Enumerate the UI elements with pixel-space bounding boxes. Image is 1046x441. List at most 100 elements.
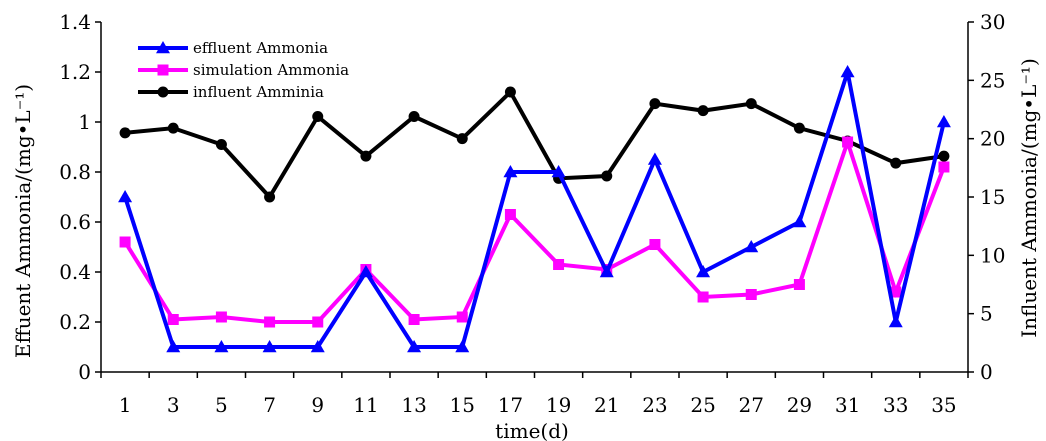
data-point [456,311,468,323]
data-point [938,150,950,162]
legend-label: influent Amminia [193,83,324,101]
x-tick-label: 21 [594,393,619,417]
data-point [647,152,662,165]
data-point [167,314,179,325]
data-point [456,133,468,145]
x-tick-label: 25 [690,393,715,417]
x-tick-label: 17 [498,393,523,417]
data-point [408,314,420,325]
data-point [262,340,277,353]
data-point [503,165,518,178]
legend-item: influent Amminia [138,83,324,101]
data-point [358,265,373,278]
legend: effluent Ammonia simulation Ammonia influe… [138,39,349,101]
data-point [792,215,807,228]
y-tick-label: 0.8 [59,160,91,184]
data-point [649,98,661,110]
data-point [504,86,516,98]
data-point [551,165,566,178]
data-point [793,279,805,290]
data-point [745,289,757,300]
data-point [553,259,565,270]
data-point [166,340,181,353]
x-tick-label: 15 [450,393,475,417]
data-point [649,239,661,250]
data-point [310,340,325,353]
data-point [938,161,950,173]
legend-swatch-marker [157,86,169,98]
legend-label: simulation Ammonia [193,61,349,79]
data-point [215,311,227,323]
x-axis-title: time(d) [495,419,569,441]
y-tick-label: 0.6 [59,210,91,234]
data-point [890,157,902,169]
series-effluent-ammonia [118,65,951,353]
x-tick-label: 9 [311,393,324,417]
x-tick-label: 7 [263,393,276,417]
y2-axis-title: Influent Ammonia/(mg•L⁻¹) [1017,58,1041,338]
data-point [599,265,614,278]
data-point [936,115,951,128]
x-tick-label: 11 [353,393,378,417]
data-point [167,122,179,134]
y-tick-label: 1 [78,110,91,134]
series-simulation-ammonia [119,135,950,328]
data-point [793,122,805,134]
series-layer [118,65,951,353]
data-point [697,105,709,117]
x-tick-label: 5 [215,393,228,417]
x-tick-label: 1 [119,393,132,417]
data-point [455,340,470,353]
y-tick-label: 1.2 [59,60,91,84]
series-line [124,88,945,201]
series-line [123,135,946,324]
y-axis-title: Effuent Ammonia/(mg•L⁻¹) [11,84,35,358]
data-point [601,170,613,182]
y2-tick-label: 10 [980,243,1005,267]
data-point [215,139,227,150]
data-point [119,236,131,248]
data-point [214,340,229,353]
data-point [408,111,420,122]
data-point [842,136,854,148]
data-point [119,127,131,139]
series-line [123,71,946,349]
x-tick-label: 31 [835,393,860,417]
y-tick-label: 1.4 [59,10,91,34]
axes [95,21,974,378]
data-point [840,65,855,78]
y2-tick-label: 30 [980,10,1005,34]
data-point [745,98,757,110]
y-tick-label: 0 [78,360,91,384]
data-point [696,265,711,278]
y2-tick-label: 0 [980,360,993,384]
data-point [697,291,709,303]
tick-labels: 0 0.2 0.4 0.6 0.8 1 1.2 1.4 0 5 10 15 20 25 30 1 3 5 7 9 11 1… [59,10,1005,417]
legend-swatch-marker [157,64,169,76]
legend-item: simulation Ammonia [138,61,349,79]
y-tick-label: 0.2 [59,310,91,334]
data-point [890,286,902,298]
data-point [118,190,133,203]
legend-item: effluent Ammonia [138,39,328,57]
y2-tick-label: 25 [980,68,1005,92]
x-tick-label: 23 [642,393,667,417]
data-point [407,340,422,353]
legend-swatch-marker [156,41,170,54]
legend-label: effluent Ammonia [193,39,328,57]
data-point [264,191,276,203]
data-point [264,316,276,328]
y-tick-label: 0.4 [59,260,91,284]
data-point [504,209,516,220]
x-tick-label: 3 [167,393,180,417]
x-tick-label: 13 [401,393,426,417]
x-tick-label: 35 [931,393,956,417]
x-tick-label: 27 [739,393,764,417]
y2-tick-label: 15 [980,185,1005,209]
data-point [312,316,324,328]
data-point [360,150,372,162]
y2-tick-label: 20 [980,127,1005,151]
data-point [312,111,324,122]
data-point [744,240,759,253]
